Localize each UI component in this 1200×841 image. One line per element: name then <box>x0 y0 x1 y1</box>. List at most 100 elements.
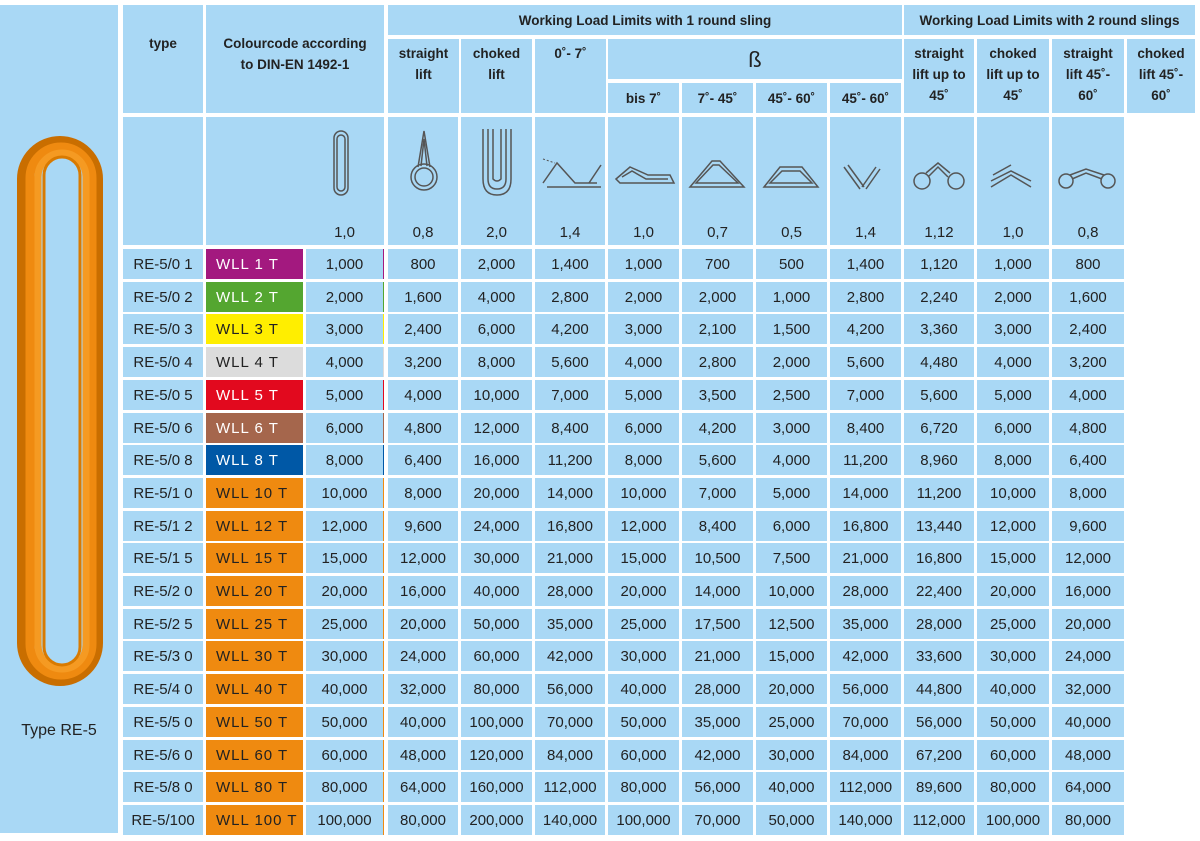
type-code: RE-5/2 5 <box>123 609 203 639</box>
type-code: RE-5/4 0 <box>123 674 203 704</box>
header-45-60-b: 45˚- 60˚ <box>830 83 901 113</box>
wll-value: 120,000 <box>461 740 532 770</box>
pictogram-choked-lift-icon: 0,8 <box>388 117 458 245</box>
wll-value: 1,120 <box>904 249 974 279</box>
wll-value: 6,000 <box>608 413 679 443</box>
wll-value: 15,000 <box>608 543 679 573</box>
wll-value: 12,000 <box>977 511 1049 541</box>
wll-value: 60,000 <box>608 740 679 770</box>
wll-value: 14,000 <box>535 478 605 508</box>
wll-value: 60,000 <box>461 641 532 671</box>
wll-value: 64,000 <box>388 772 458 802</box>
two-choked-up45-icon <box>913 162 965 190</box>
wll-value: 9,600 <box>388 511 458 541</box>
wll-value: 200,000 <box>461 805 532 835</box>
wll-value: 4,000 <box>306 347 383 377</box>
wll-value: 22,400 <box>904 576 974 606</box>
wll-colour-swatch: WLL 4 T <box>206 347 303 377</box>
wll-value: 56,000 <box>830 674 901 704</box>
pictogram-two-choked-45-60-icon: 0,8 <box>1052 117 1124 245</box>
wll-colour-swatch: WLL 30 T <box>206 641 303 671</box>
wll-value: 16,000 <box>388 576 458 606</box>
type-code: RE-5/2 0 <box>123 576 203 606</box>
wll-value: 6,000 <box>306 413 383 443</box>
wll-value: 80,000 <box>461 674 532 704</box>
wll-value: 16,800 <box>535 511 605 541</box>
wll-value: 112,000 <box>535 772 605 802</box>
wll-value: 16,800 <box>904 543 974 573</box>
wll-value: 32,000 <box>388 674 458 704</box>
wll-value: 4,800 <box>1052 413 1124 443</box>
type-code: RE-5/0 8 <box>123 445 203 475</box>
wll-value: 100,000 <box>977 805 1049 835</box>
wll-value: 1,400 <box>535 249 605 279</box>
wll-value: 8,000 <box>1052 478 1124 508</box>
wll-value: 20,000 <box>608 576 679 606</box>
type-code: RE-5/8 0 <box>123 772 203 802</box>
wll-value: 20,000 <box>461 478 532 508</box>
wll-value: 2,000 <box>756 347 827 377</box>
wll-value: 2,000 <box>608 282 679 312</box>
wll-value: 56,000 <box>904 707 974 737</box>
wll-colour-swatch: WLL 10 T <box>206 478 303 508</box>
wll-value: 100,000 <box>461 707 532 737</box>
wll-value: 1,400 <box>830 249 901 279</box>
wll-value: 40,000 <box>1052 707 1124 737</box>
wll-value: 4,200 <box>830 314 901 344</box>
wll-colour-swatch: WLL 15 T <box>206 543 303 573</box>
wll-colour-swatch: WLL 100 T <box>206 805 303 835</box>
wll-value: 40,000 <box>608 674 679 704</box>
wll-value: 40,000 <box>306 674 383 704</box>
wll-value: 7,000 <box>535 380 605 410</box>
wll-value: 2,800 <box>535 282 605 312</box>
wll-value: 3,000 <box>756 413 827 443</box>
wll-value: 6,720 <box>904 413 974 443</box>
wll-value: 8,000 <box>461 347 532 377</box>
load-factor: 1,0 <box>1002 224 1024 241</box>
load-factor: 0,8 <box>1077 224 1099 241</box>
type-code: RE-5/3 0 <box>123 641 203 671</box>
wll-value: 28,000 <box>682 674 753 704</box>
wll-value: 35,000 <box>535 609 605 639</box>
wll-value: 9,600 <box>1052 511 1124 541</box>
wll-value: 24,000 <box>1052 641 1124 671</box>
wll-value: 32,000 <box>1052 674 1124 704</box>
wll-value: 2,800 <box>682 347 753 377</box>
header-beta: ß <box>608 39 902 79</box>
wll-value: 3,360 <box>904 314 974 344</box>
load-factor: 1,4 <box>855 224 876 241</box>
wll-value: 2,000 <box>461 249 532 279</box>
load-factor: 1,12 <box>924 224 954 241</box>
load-factor: 0,5 <box>781 224 802 241</box>
wll-value: 35,000 <box>830 609 901 639</box>
wll-value: 8,400 <box>682 511 753 541</box>
type-code: RE-5/6 0 <box>123 740 203 770</box>
wll-value: 25,000 <box>306 609 383 639</box>
type-code: RE-5/0 3 <box>123 314 203 344</box>
wll-value: 42,000 <box>535 641 605 671</box>
wll-value: 30,000 <box>756 740 827 770</box>
wll-value: 3,000 <box>977 314 1049 344</box>
wll-value: 11,200 <box>904 478 974 508</box>
wll-value: 48,000 <box>388 740 458 770</box>
type-code: RE-5/1 5 <box>123 543 203 573</box>
wll-value: 11,200 <box>830 445 901 475</box>
wll-value: 80,000 <box>608 772 679 802</box>
header-7-45: 7˚- 45˚ <box>682 83 753 113</box>
wll-value: 2,240 <box>904 282 974 312</box>
wll-value: 21,000 <box>535 543 605 573</box>
wll-value: 10,000 <box>306 478 383 508</box>
wll-value: 3,000 <box>306 314 383 344</box>
wll-colour-swatch: WLL 25 T <box>206 609 303 639</box>
wll-colour-swatch: WLL 50 T <box>206 707 303 737</box>
wll-value: 28,000 <box>535 576 605 606</box>
wll-value: 50,000 <box>461 609 532 639</box>
wll-value: 14,000 <box>830 478 901 508</box>
wll-value: 28,000 <box>904 609 974 639</box>
wll-value: 2,000 <box>977 282 1049 312</box>
wll-colour-swatch: WLL 2 T <box>206 282 303 312</box>
header-straight-45-60: straight lift 45˚- 60˚ <box>1052 39 1124 113</box>
wll-value: 8,400 <box>535 413 605 443</box>
type-code: RE-5/0 5 <box>123 380 203 410</box>
